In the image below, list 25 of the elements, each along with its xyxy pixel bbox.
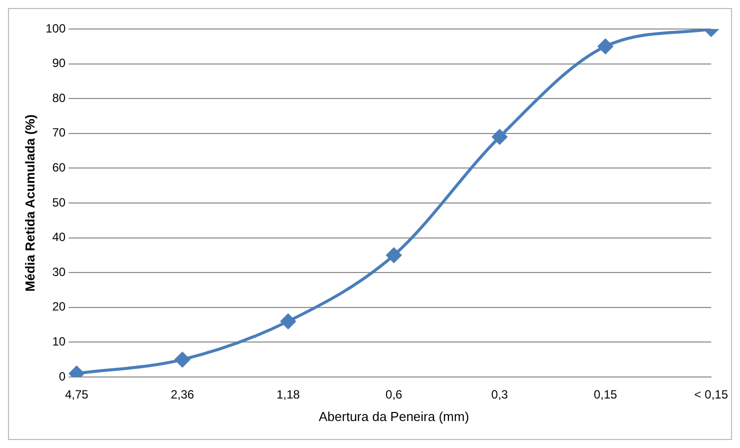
x-tick-label: 2,36 <box>170 388 194 402</box>
y-tick-label: 100 <box>46 21 66 36</box>
point <box>386 248 402 263</box>
x-tick-label: 0,6 <box>386 388 403 402</box>
y-tick-label: 90 <box>52 56 66 70</box>
y-tick-label: 10 <box>52 334 66 349</box>
y-tick-label: 70 <box>52 126 66 140</box>
y-tick-label: 40 <box>52 230 66 244</box>
point <box>174 352 190 368</box>
y-tick-label: 0 <box>58 369 66 384</box>
x-axis-title: Abertura da Peneira (mm) <box>318 408 470 424</box>
point <box>280 314 296 329</box>
y-tick-label: 30 <box>52 264 66 279</box>
x-tick-label: 0,3 <box>491 388 508 402</box>
x-tick-label: 4,75 <box>64 388 89 402</box>
y-axis-title: Média Retida Acumulada (%) <box>22 114 38 292</box>
point <box>598 38 613 54</box>
y-tick-label: 20 <box>52 300 66 314</box>
point <box>492 129 508 144</box>
x-tick-label: 1,18 <box>276 388 300 402</box>
y-tick-label: 80 <box>52 90 66 105</box>
x-tick-label: 0,15 <box>594 388 618 402</box>
y-tick-label: 50 <box>52 195 66 210</box>
x-tick-label: < 0,15 <box>694 388 728 402</box>
y-tick-label: 60 <box>52 160 66 175</box>
